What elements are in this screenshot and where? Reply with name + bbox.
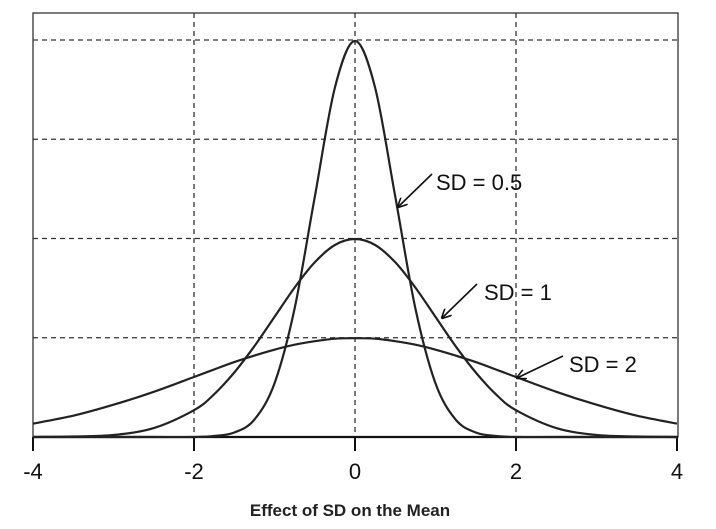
axes: [32, 435, 678, 451]
annotation-arrow: [398, 173, 433, 207]
x-tick-label: 4: [671, 459, 683, 484]
grid: [33, 13, 678, 437]
x-tick-label: 0: [349, 459, 361, 484]
x-tick-label: 2: [510, 459, 522, 484]
annotation-label: SD = 1: [484, 280, 552, 305]
series-line-sd-1: [32, 237, 678, 439]
tick-labels: -4 -2 0 2 4: [23, 459, 683, 484]
annotation-label: SD = 2: [569, 352, 637, 377]
annotations: SD = 0.5 SD = 1 SD = 2: [398, 170, 637, 378]
x-tick-label: -4: [23, 459, 43, 484]
annotation-arrow: [442, 283, 478, 318]
series-line-sd-0-5: [33, 39, 677, 439]
annotation-arrow: [517, 355, 564, 378]
x-axis-label: Effect of SD on the Mean: [250, 501, 450, 520]
x-tick-label: -2: [184, 459, 204, 484]
annotation-label: SD = 0.5: [436, 170, 522, 195]
